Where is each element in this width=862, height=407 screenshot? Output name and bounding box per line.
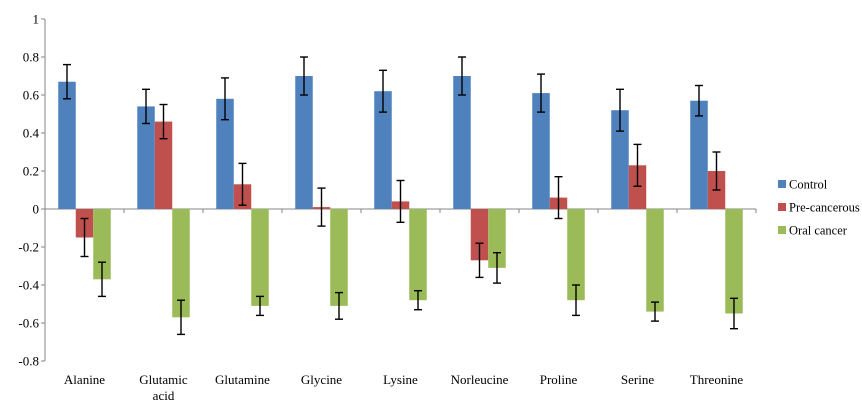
axis-layer: 1 0.8 0.6 0.4 0.2 0 -0.2 -0.4 -0.6 -0.8 (18, 12, 757, 369)
bar-pre-cancerous (154, 121, 173, 209)
bar-oral-cancer (567, 209, 585, 301)
y-tick-label: 0.8 (23, 50, 39, 65)
legend-label: Oral cancer (789, 224, 848, 238)
y-tick-label: 0.4 (23, 126, 40, 141)
bar-pre-cancerous (628, 165, 647, 209)
y-tick-label: -0.2 (18, 240, 39, 255)
bar-oral-cancer (646, 209, 664, 312)
bar-oral-cancer (251, 209, 269, 306)
bar-control (453, 76, 471, 209)
x-category-label: Glutamic acid (139, 372, 188, 402)
bar-control (690, 100, 708, 209)
bar-control (611, 110, 629, 209)
x-category-label: Serine (621, 372, 654, 387)
y-tick-label: -0.8 (18, 354, 39, 369)
x-category-label: Norleucine (451, 372, 509, 387)
bars-layer (58, 76, 743, 318)
bar-pre-cancerous (470, 209, 489, 261)
legend: Control Pre-cancerous Oral cancer (778, 178, 860, 238)
bar-oral-cancer (93, 209, 111, 280)
legend-swatch (778, 180, 786, 188)
bar-oral-cancer (409, 209, 427, 301)
y-tick-label: 0 (33, 202, 40, 217)
bar-oral-cancer (488, 209, 506, 268)
bar-oral-cancer (725, 209, 743, 314)
x-category-label: Lysine (383, 372, 418, 387)
y-tick-label: 0.6 (23, 88, 40, 103)
y-tick-label: -0.4 (18, 278, 39, 293)
x-category-label: Glutamine (215, 372, 270, 387)
y-tick-label: -0.6 (18, 316, 39, 331)
legend-label: Pre-cancerous (789, 201, 860, 215)
error-bars-layer (63, 56, 738, 336)
y-tick-label: 1 (33, 12, 40, 27)
bar-control (58, 81, 76, 209)
bar-control (137, 106, 155, 209)
legend-swatch (778, 226, 786, 234)
bar-control (374, 91, 392, 209)
x-category-label: Alanine (64, 372, 105, 387)
x-category-label: Proline (540, 372, 578, 387)
bar-control (532, 93, 550, 209)
category-labels: Alanine Glutamic acid Glutamine Glycine Lysin… (64, 372, 744, 403)
bar-oral-cancer (330, 209, 348, 306)
bar-oral-cancer (172, 209, 190, 318)
y-tick-label: 0.2 (23, 164, 39, 179)
legend-swatch (778, 203, 786, 211)
x-category-label: Threonine (690, 372, 744, 387)
x-category-label: Glycine (301, 372, 342, 387)
bar-control (295, 76, 313, 209)
bar-control (216, 98, 234, 209)
legend-label: Control (789, 178, 828, 192)
